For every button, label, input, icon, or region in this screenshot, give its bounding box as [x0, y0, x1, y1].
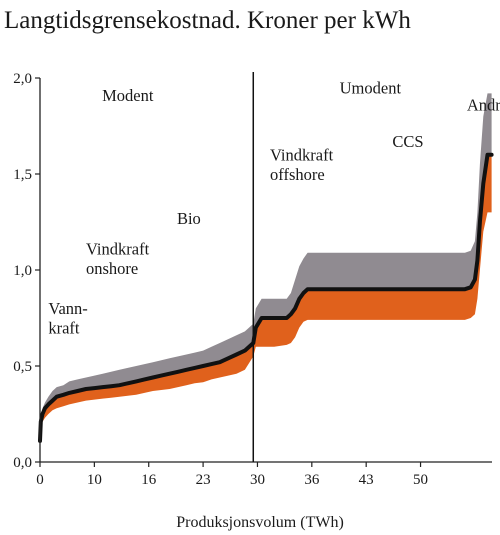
region-annotations: ModentUmodentAndreCCSVindkraftoffshoreBi… — [48, 78, 500, 337]
y-tick-label: 1,0 — [13, 263, 32, 279]
x-tick-label: 50 — [413, 472, 428, 488]
cost-bands — [38, 93, 494, 443]
region-label: Modent — [102, 86, 154, 105]
region-label: offshore — [270, 165, 325, 184]
chart-title: Langtidsgrensekostnad. Kroner per kWh — [4, 7, 411, 34]
region-label: kraft — [48, 318, 80, 337]
x-tick-label: 10 — [87, 472, 102, 488]
region-label: Umodent — [340, 78, 402, 97]
tick-labels: 0,0 0,5 1,0 1,5 2,0 0 10 16 23 30 36 43 50 — [13, 71, 428, 488]
x-tick-label: 36 — [304, 472, 320, 488]
median-cost-line — [38, 152, 494, 443]
x-tick-label: 16 — [141, 472, 157, 488]
region-label: Vindkraft — [270, 146, 334, 165]
y-tick-label: 0,5 — [13, 359, 32, 375]
x-axis-label: Produksjonsvolum (TWh) — [176, 514, 344, 531]
y-tick-label: 1,5 — [13, 167, 32, 183]
y-tick-label: 0,0 — [13, 455, 32, 471]
x-tick-label: 23 — [196, 472, 211, 488]
lower-cost-band — [40, 154, 492, 441]
y-tick-label: 2,0 — [13, 71, 32, 87]
region-label: onshore — [86, 259, 138, 278]
region-label: Vann- — [48, 299, 87, 318]
region-label: Bio — [177, 209, 201, 228]
upper-cost-band — [40, 93, 492, 441]
region-label: Vindkraft — [86, 240, 150, 259]
chart-axes — [35, 72, 492, 467]
x-tick-label: 0 — [36, 472, 44, 488]
x-tick-label: 43 — [359, 472, 374, 488]
x-tick-label: 30 — [250, 472, 265, 488]
region-label: Andre — [467, 96, 500, 115]
region-label: CCS — [392, 132, 423, 151]
